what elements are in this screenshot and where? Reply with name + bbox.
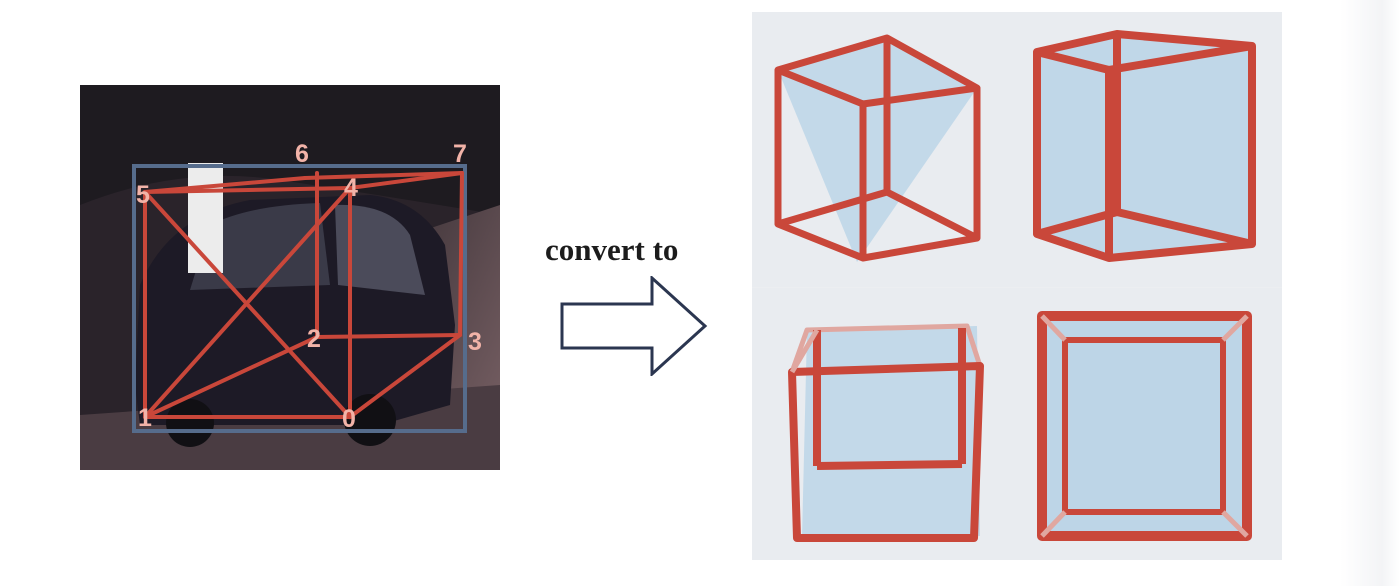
car-photo-panel: 0 1 2 3 4 5 6 7 xyxy=(80,85,500,470)
keypoint-label-4: 4 xyxy=(344,174,358,202)
cube-render-panel xyxy=(752,12,1282,560)
car-photo: 0 1 2 3 4 5 6 7 xyxy=(80,85,500,470)
car-window-front xyxy=(190,203,330,290)
cube-view-bottom-right xyxy=(1017,288,1282,560)
building-window xyxy=(188,163,223,273)
keypoint-label-6: 6 xyxy=(295,140,309,168)
keypoint-label-3: 3 xyxy=(468,328,482,356)
keypoint-label-1: 1 xyxy=(138,404,152,432)
car-window-rear xyxy=(335,204,425,295)
3d-box-edges xyxy=(143,171,464,419)
cube-render xyxy=(1017,288,1282,560)
keypoint-label-0: 0 xyxy=(342,405,356,433)
2d-bounding-box xyxy=(132,164,467,433)
cube-render xyxy=(752,288,1017,560)
edge-fade xyxy=(1340,0,1400,586)
convert-caption: convert to xyxy=(545,232,679,267)
right-arrow-icon xyxy=(560,276,708,376)
cube-view-top-right xyxy=(1017,12,1282,287)
cube-view-top-left xyxy=(752,12,1017,287)
keypoint-label-2: 2 xyxy=(307,325,321,353)
cube-render xyxy=(752,12,1017,287)
keypoint-label-5: 5 xyxy=(136,181,150,209)
cube-render xyxy=(1017,12,1282,287)
car-wheel xyxy=(166,399,214,447)
cube-view-bottom-left xyxy=(752,288,1017,560)
keypoint-label-7: 7 xyxy=(453,140,467,168)
